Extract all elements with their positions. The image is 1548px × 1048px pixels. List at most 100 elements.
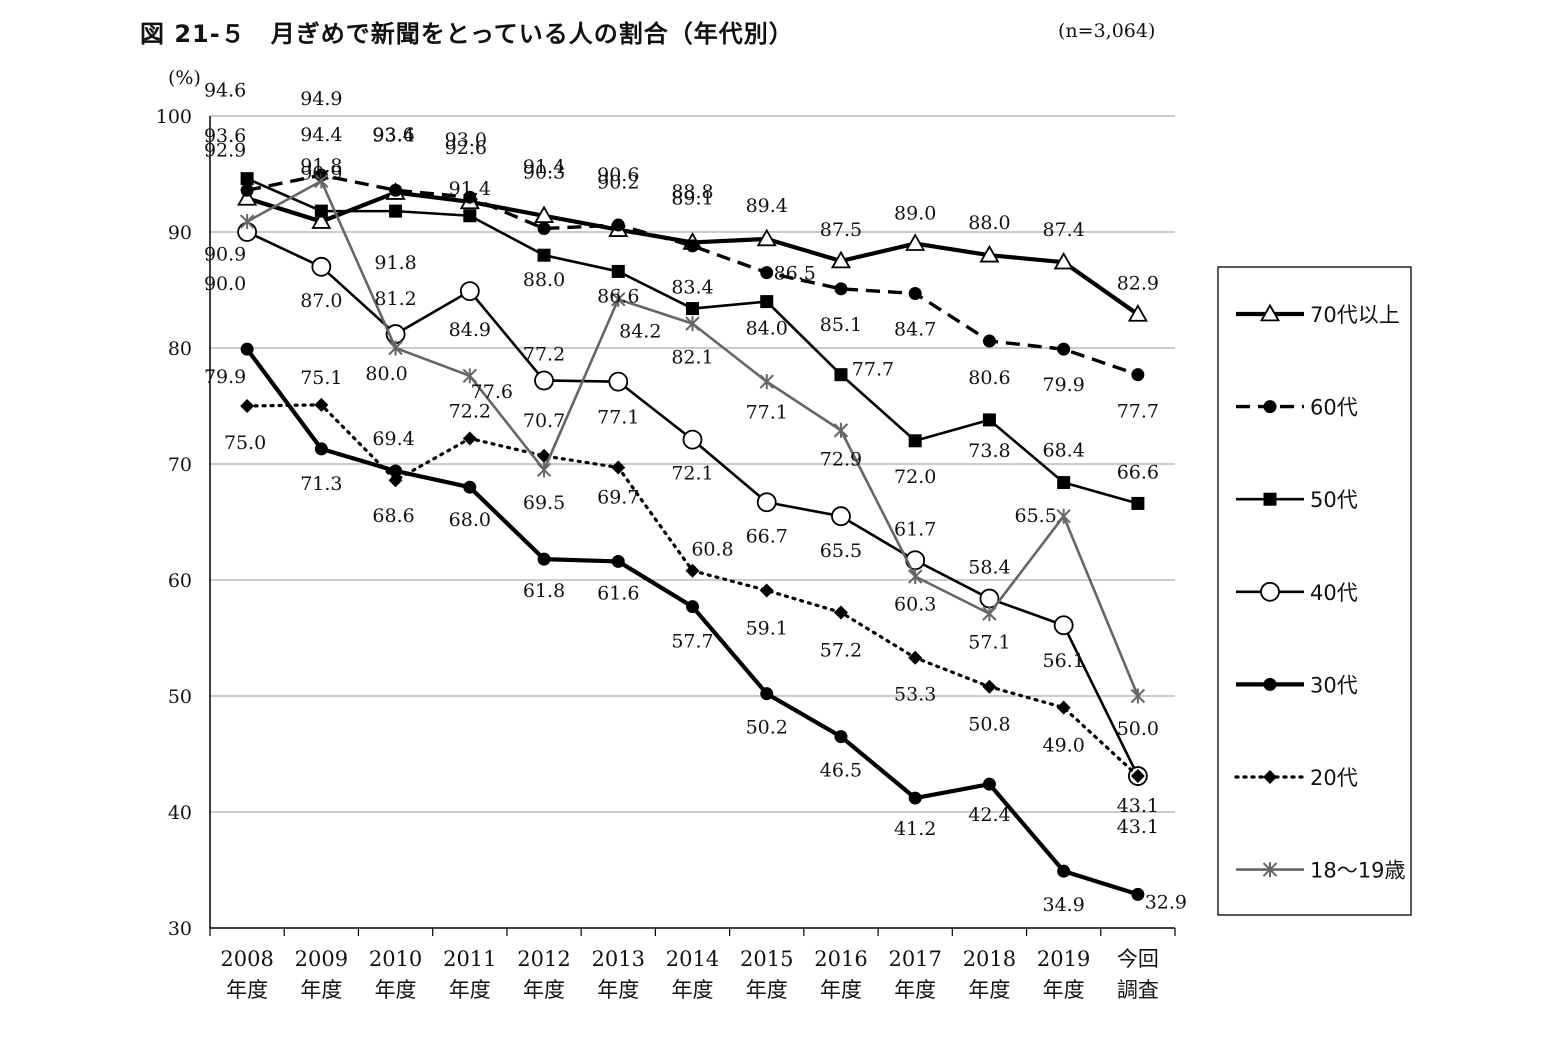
series-6-point-2 — [388, 340, 403, 356]
series-1-data-label-6: 88.8 — [671, 181, 713, 203]
series-2-point-12 — [1131, 496, 1145, 510]
series-1-data-label-7: 86.5 — [774, 263, 816, 285]
series-2-point-0 — [240, 172, 254, 186]
series-4-data-label-7: 50.2 — [746, 717, 788, 739]
series-1-point-0 — [240, 183, 254, 197]
series-4-data-label-0: 79.9 — [204, 366, 246, 388]
series-4-point-0 — [240, 342, 254, 356]
series-6-data-label-10: 57.1 — [968, 632, 1010, 654]
series-3-point-3 — [459, 281, 480, 302]
series-2-point-9 — [908, 434, 922, 448]
series-4-data-label-12: 32.9 — [1145, 891, 1187, 913]
x-tick-label-4: 2012 — [517, 947, 570, 971]
series-4-data-label-6: 57.7 — [671, 631, 713, 653]
series-4-point-2 — [389, 464, 403, 478]
series-2-point-11 — [1057, 476, 1071, 490]
series-6-point-8 — [833, 422, 849, 438]
series-5-point-0 — [240, 399, 255, 413]
series-3-point-4 — [534, 370, 554, 391]
axes: 30 40 50 60 70 80 90 100 (%) 2008 年度 2009 年度 2010 年度 20… — [156, 67, 1176, 1002]
series-6-data-label-0: 90.9 — [204, 244, 246, 266]
series-0-point-12 — [1127, 304, 1148, 322]
series-5-data-label-8: 57.2 — [820, 639, 862, 661]
series-4-point-6 — [686, 600, 699, 614]
series-4-point-3 — [463, 480, 477, 494]
series-3-data-label-8: 65.5 — [820, 540, 862, 562]
x-tick-label-10: 2018 — [963, 947, 1016, 971]
series-2-point-2 — [389, 204, 403, 218]
series-4-point-4 — [537, 552, 551, 566]
series-0-data-label-0: 92.9 — [204, 139, 246, 161]
series-0-point-1 — [311, 211, 332, 229]
y-tick-label-60: 60 — [168, 570, 192, 592]
series-4-point-8 — [834, 730, 848, 744]
y-tick-label-50: 50 — [168, 686, 192, 708]
series-6-point-12 — [1130, 688, 1146, 704]
series-3-data-label-9: 61.7 — [894, 518, 936, 540]
legend-label-5: 20代 — [1310, 766, 1358, 790]
legend-label-3: 40代 — [1310, 581, 1358, 605]
series-5-data-label-12: 43.1 — [1117, 816, 1159, 838]
series-2-data-label-7: 84.0 — [746, 318, 788, 340]
series-1-point-6 — [686, 239, 699, 253]
series-6-data-label-7: 77.1 — [746, 402, 788, 424]
y-axis-label: (%) — [168, 67, 201, 89]
series-1-data-label-3: 93.0 — [445, 129, 487, 151]
series-4-point-5 — [611, 554, 625, 568]
series-5-point-7 — [759, 583, 774, 598]
legend-label-4: 30代 — [1310, 673, 1358, 697]
series-6-point-6 — [685, 316, 700, 332]
series-1-data-label-1: 94.9 — [300, 88, 342, 110]
series-1-point-5 — [611, 218, 625, 232]
series-1-point-11 — [1057, 342, 1071, 356]
x-tick-label-0: 2008 — [220, 947, 273, 971]
series-2-data-label-8: 77.7 — [852, 359, 894, 381]
series-5-data-label-9: 53.3 — [894, 684, 936, 706]
x-tick-sublabel-1: 年度 — [300, 978, 342, 1002]
y-tick-label-40: 40 — [168, 802, 192, 824]
x-tick-label-3: 2011 — [443, 947, 496, 971]
series-5-data-label-4: 70.7 — [523, 410, 565, 432]
series-0-data-label-12: 82.9 — [1117, 272, 1159, 294]
series-2-point-5 — [611, 264, 625, 278]
legend-marker-0 — [1259, 303, 1281, 322]
series-6-data-label-8: 72.9 — [820, 448, 862, 470]
series-5-point-8 — [833, 605, 848, 620]
series-2-point-10 — [982, 413, 996, 427]
series-4-data-label-4: 61.8 — [523, 580, 565, 602]
x-tick-sublabel-2: 年度 — [375, 978, 417, 1002]
series-1-data-label-5: 90.6 — [597, 164, 639, 186]
series-5-point-11 — [1056, 700, 1071, 715]
series-6-data-label-2: 80.0 — [365, 363, 407, 385]
series-5-point-6 — [685, 563, 700, 578]
series-0-data-label-3: 92.6 — [445, 137, 487, 159]
series-0-data-label-9: 89.0 — [894, 203, 936, 225]
series-5-data-label-0: 75.0 — [224, 432, 266, 454]
x-tick-sublabel-6: 年度 — [672, 978, 714, 1002]
series-5-data-label-3: 72.2 — [449, 400, 491, 422]
series-6-data-label-11: 65.5 — [1014, 505, 1056, 527]
series-6-point-0 — [239, 214, 255, 230]
series-5-data-label-1: 75.1 — [300, 367, 342, 389]
series-4-point-7 — [760, 687, 774, 701]
y-tick-label-90: 90 — [168, 222, 192, 244]
series-1-point-2 — [389, 183, 403, 197]
series-4-data-label-1: 71.3 — [300, 473, 342, 495]
series-4-data-label-5: 61.6 — [597, 582, 639, 604]
series-2-data-label-2: 91.8 — [374, 252, 416, 274]
series-2-point-8 — [834, 368, 848, 382]
series-3-point-8 — [831, 506, 851, 527]
legend-marker-6 — [1262, 862, 1278, 878]
series-6-point-10 — [982, 606, 997, 622]
series-2-point-3 — [463, 209, 477, 223]
legend-label-2: 50代 — [1310, 488, 1358, 512]
y-tick-label-100: 100 — [156, 106, 192, 128]
series-1-point-9 — [908, 286, 922, 300]
series-2-data-label-3: 91.4 — [449, 178, 491, 200]
x-tick-label-7: 2015 — [740, 947, 793, 971]
series-0-point-9 — [905, 233, 926, 251]
series-3-data-label-4: 77.2 — [523, 343, 565, 365]
series-4-point-1 — [314, 442, 328, 456]
x-tick-label-6: 2014 — [666, 947, 719, 971]
